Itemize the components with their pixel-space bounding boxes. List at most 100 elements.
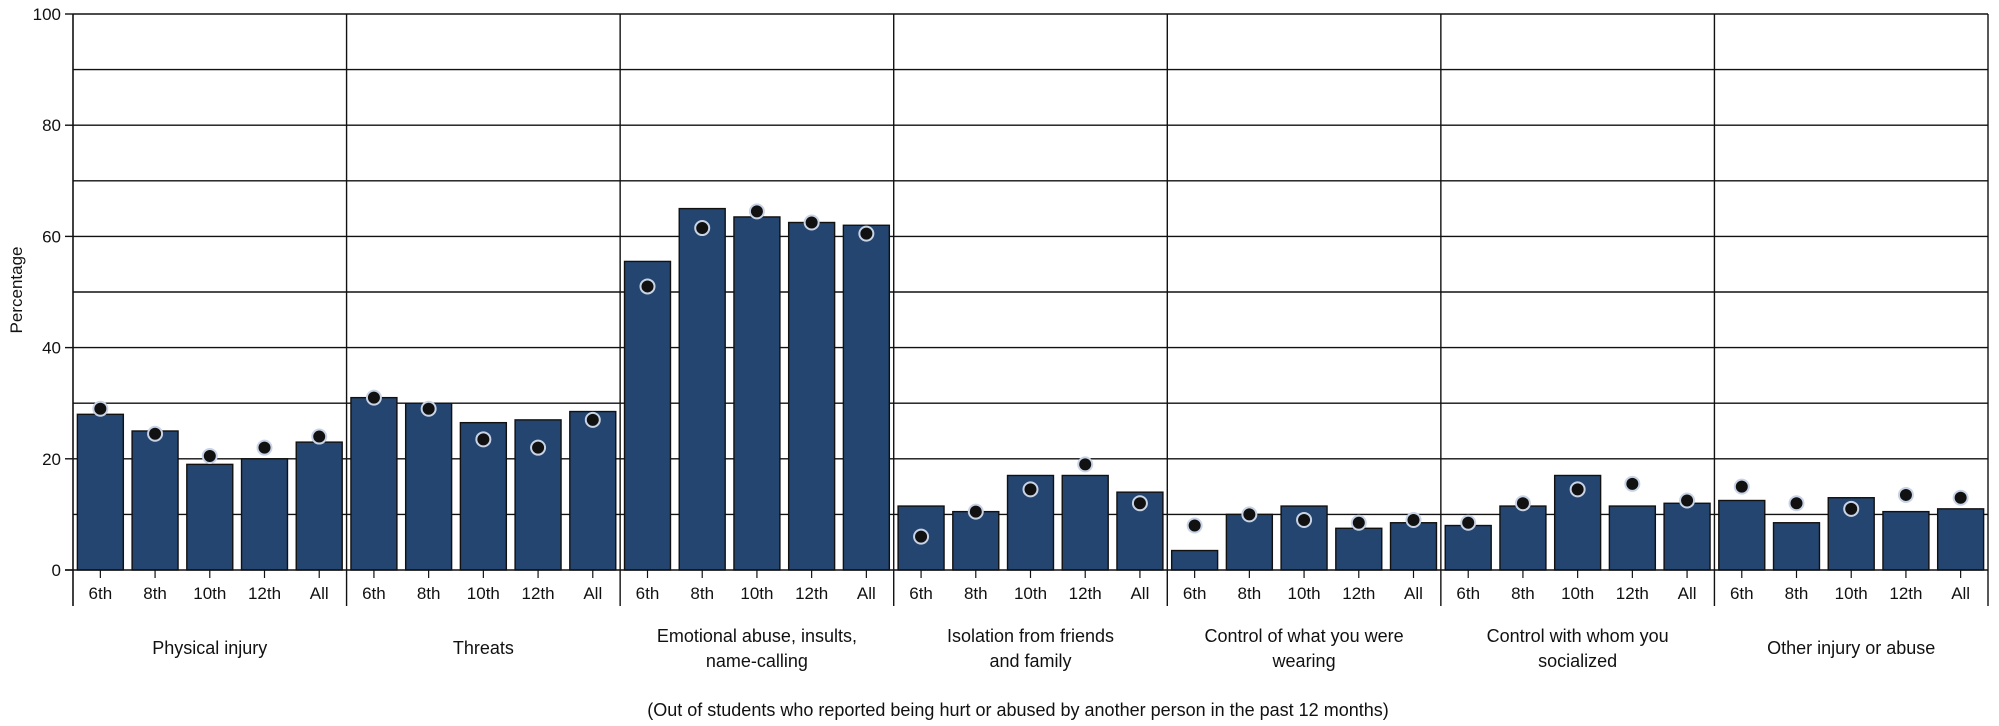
x-tick-label: 6th (1456, 584, 1480, 603)
marker (1241, 506, 1258, 523)
group-label: Threats (453, 638, 514, 658)
x-tick-label: 6th (636, 584, 660, 603)
marker (967, 503, 984, 520)
bar (240, 458, 289, 571)
marker (1296, 511, 1313, 528)
group-label-line: name-calling (706, 651, 808, 671)
marker (420, 400, 437, 417)
group-label-line: Emotional abuse, insults, (657, 626, 857, 646)
marker (475, 431, 492, 448)
x-tick-label: 8th (143, 584, 167, 603)
group-label-line: Control of what you were (1205, 626, 1404, 646)
x-tick-label: 12th (1342, 584, 1375, 603)
marker (365, 389, 382, 406)
marker (639, 278, 656, 295)
bar (1608, 505, 1657, 571)
marker (1733, 478, 1750, 495)
x-tick-label: 10th (193, 584, 226, 603)
marker (1350, 514, 1367, 531)
bar (623, 260, 672, 571)
bar (1061, 474, 1109, 571)
x-tick-label: 6th (1730, 584, 1754, 603)
y-axis-title: Percentage (7, 247, 26, 334)
bar (1882, 510, 1930, 571)
x-tick-label: 10th (1835, 584, 1868, 603)
bar (787, 221, 836, 571)
x-tick-label: 6th (89, 584, 113, 603)
marker (1131, 495, 1148, 512)
marker (1460, 514, 1477, 531)
markers (92, 203, 1969, 545)
x-tick-label: 6th (1183, 584, 1207, 603)
marker (201, 448, 218, 465)
x-tick-label: All (857, 584, 876, 603)
bar (1170, 549, 1219, 571)
y-tick-label: 80 (42, 116, 61, 135)
x-tick-label: 12th (522, 584, 555, 603)
group-label-line: Isolation from friends (947, 626, 1114, 646)
marker (1679, 492, 1696, 509)
x-tick-label: All (1130, 584, 1149, 603)
marker (1952, 489, 1969, 506)
x-tick-label: 8th (1238, 584, 1262, 603)
bar (1718, 499, 1766, 571)
group-label: Other injury or abuse (1767, 638, 1935, 658)
bar (678, 207, 726, 571)
marker (858, 225, 875, 242)
bar (1444, 524, 1492, 571)
bar (76, 413, 125, 571)
group-label-line: Other injury or abuse (1767, 638, 1935, 658)
bar (952, 510, 1000, 571)
marker (694, 220, 711, 237)
x-tick-label: 8th (1511, 584, 1535, 603)
axes (65, 13, 1989, 606)
group-label-line: socialized (1538, 651, 1617, 671)
x-tick-label: 12th (1889, 584, 1922, 603)
group-label: Physical injury (152, 638, 267, 658)
group-label: Emotional abuse, insults, name-calling (657, 626, 857, 671)
bar (842, 224, 891, 571)
x-tick-label: 6th (909, 584, 933, 603)
marker (147, 425, 164, 442)
x-tick-label: All (583, 584, 602, 603)
marker (256, 439, 273, 456)
marker (1624, 475, 1641, 492)
marker (748, 203, 765, 220)
marker (584, 411, 601, 428)
group-label: Control of what you were wearing (1205, 626, 1404, 671)
bar (733, 216, 781, 571)
marker (1569, 481, 1586, 498)
x-tick-label: 8th (417, 584, 441, 603)
x-tick-label: 10th (1288, 584, 1321, 603)
y-tick-label: 40 (42, 339, 61, 358)
bars (76, 207, 1985, 571)
group-label-line: and family (989, 651, 1071, 671)
marker (92, 400, 109, 417)
x-tick-label: 10th (740, 584, 773, 603)
x-tick-label: 8th (690, 584, 714, 603)
group-label-line: Physical injury (152, 638, 267, 658)
marker (1788, 495, 1805, 512)
bar (295, 441, 343, 571)
y-tick-label: 60 (42, 227, 61, 246)
bar (1499, 505, 1547, 571)
bar (1389, 522, 1438, 571)
x-tick-label: 12th (248, 584, 281, 603)
x-tick-label: 10th (1561, 584, 1594, 603)
bar (1335, 527, 1383, 571)
bar (1936, 508, 1985, 571)
marker (1077, 456, 1094, 473)
marker (913, 528, 930, 545)
x-tick-label: 12th (1616, 584, 1649, 603)
bar (404, 402, 453, 571)
x-tick-label: All (1404, 584, 1423, 603)
bar (131, 430, 179, 571)
marker (1897, 486, 1914, 503)
x-tick-label: 6th (362, 584, 386, 603)
bar (350, 396, 398, 571)
y-tick-label: 100 (33, 5, 61, 24)
marker (1022, 481, 1039, 498)
marker (530, 439, 547, 456)
bar (1663, 502, 1711, 571)
